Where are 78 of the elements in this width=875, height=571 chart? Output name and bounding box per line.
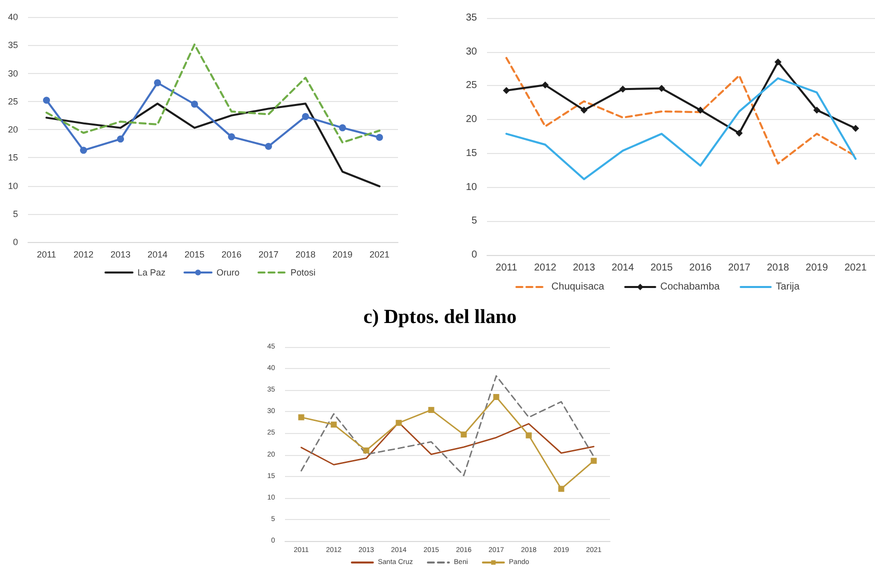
point (502, 86, 510, 94)
x-tick-label: 2014 (147, 250, 168, 260)
x-tick-label: 2012 (73, 250, 94, 260)
y-tick-label: 20 (8, 124, 18, 134)
point (558, 486, 564, 492)
point (396, 420, 402, 426)
point (590, 458, 597, 464)
line-series (46, 102, 380, 188)
legend-label: Potosi (290, 268, 316, 278)
line-series (46, 44, 380, 144)
x-tick-label: 2019 (332, 250, 353, 260)
point (542, 82, 549, 89)
x-tick-label: 2019 (806, 262, 828, 274)
point (658, 84, 666, 92)
x-tick-label: 2021 (844, 262, 868, 274)
x-tick-label: 2015 (184, 250, 205, 260)
y-tick-label: 10 (8, 180, 18, 191)
y-tick-label: 40 (8, 12, 18, 22)
x-tick-label: 2016 (221, 250, 242, 260)
y-tick-label: 35 (8, 40, 18, 50)
legend-label: Cochabamba (660, 282, 720, 292)
point (493, 394, 500, 400)
point (228, 133, 235, 140)
point (363, 447, 370, 454)
y-tick-label: 30 (466, 46, 478, 58)
point (191, 100, 198, 108)
point (736, 130, 743, 137)
x-tick-label: 2012 (534, 262, 557, 274)
y-tick-label: 25 (466, 80, 478, 92)
x-tick-label: 2017 (258, 250, 279, 260)
point (428, 406, 434, 413)
y-tick-label: 5 (12, 208, 18, 219)
y-tick-label: 35 (466, 12, 478, 24)
line-series (505, 77, 857, 180)
x-tick-label: 2016 (689, 262, 712, 274)
x-tick-label: 2011 (496, 262, 518, 274)
y-tick-label: 15 (8, 152, 18, 163)
legend-label: Chuquisaca (551, 282, 605, 292)
point (580, 106, 588, 114)
x-tick-label: 2015 (650, 262, 674, 274)
legend-label: Tarija (776, 282, 800, 292)
point (526, 432, 532, 438)
y-tick-label: 5 (471, 216, 478, 227)
point (117, 136, 124, 143)
point (619, 86, 626, 93)
point (774, 58, 782, 66)
y-tick-label: 30 (8, 68, 18, 78)
y-tick-label: 0 (12, 237, 18, 247)
x-tick-label: 2018 (295, 250, 316, 260)
y-tick-label: 0 (471, 250, 478, 260)
x-tick-label: 2017 (728, 262, 751, 274)
point (80, 146, 87, 154)
point (330, 422, 337, 428)
x-tick-label: 2013 (572, 262, 596, 274)
point (696, 106, 704, 114)
y-tick-label: 25 (8, 96, 18, 106)
x-tick-label: 2021 (369, 250, 390, 260)
point (852, 124, 860, 132)
line-series (505, 56, 857, 165)
point (43, 96, 50, 104)
point (302, 113, 309, 120)
y-tick-label: 10 (466, 182, 478, 193)
x-tick-label: 2014 (612, 262, 634, 274)
x-tick-label: 2018 (766, 262, 790, 274)
point (460, 432, 467, 438)
x-tick-label: 2011 (36, 250, 56, 260)
y-tick-label: 20 (466, 114, 478, 126)
legend-label: Oruro (216, 268, 240, 278)
chart-title: c) Dptos. del llano (363, 306, 517, 328)
point (339, 124, 346, 132)
x-tick-label: 2013 (110, 250, 131, 260)
y-tick-label: 15 (466, 148, 478, 159)
legend-label: La Paz (137, 268, 166, 278)
point (376, 134, 383, 141)
point (154, 79, 161, 86)
point (265, 142, 272, 150)
point (813, 106, 820, 114)
point (298, 414, 304, 420)
